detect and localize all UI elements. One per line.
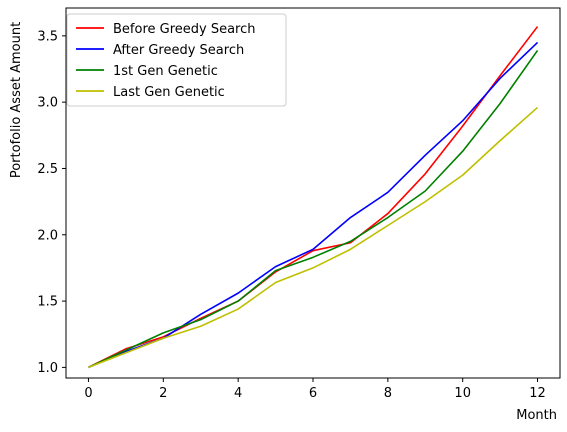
legend-entry-2: After Greedy Search xyxy=(113,43,244,58)
series-line-3 xyxy=(88,49,539,369)
x-tick-label: 2 xyxy=(159,386,167,401)
legend: Before Greedy Search After Greedy Search 1… xyxy=(66,13,287,107)
legend-box xyxy=(66,13,287,107)
legend-entry-1: Before Greedy Search xyxy=(113,22,256,37)
x-axis-ticks: 0 2 4 6 8 10 12 xyxy=(84,378,546,401)
y-tick-label: 3.0 xyxy=(37,96,58,111)
y-tick-label: 2.5 xyxy=(37,162,58,177)
y-axis-ticks: 1.0 1.5 2.0 2.5 3.0 3.5 xyxy=(37,29,66,376)
y-tick-label: 1.0 xyxy=(37,361,58,376)
x-tick-label: 0 xyxy=(84,386,92,401)
series-lines xyxy=(88,26,539,369)
y-tick-label: 3.5 xyxy=(37,29,58,44)
legend-entry-4: Last Gen Genetic xyxy=(113,85,225,100)
legend-entry-3: 1st Gen Genetic xyxy=(113,64,218,79)
y-tick-label: 2.0 xyxy=(37,228,58,243)
y-tick-label: 1.5 xyxy=(37,295,58,310)
series-line-1 xyxy=(88,26,539,369)
x-axis-label: Month xyxy=(516,408,557,423)
x-tick-label: 6 xyxy=(309,386,317,401)
x-tick-label: 12 xyxy=(529,386,546,401)
y-axis-label: Portofolio Asset Amount xyxy=(9,22,24,178)
x-tick-label: 4 xyxy=(234,386,242,401)
x-tick-label: 10 xyxy=(454,386,471,401)
x-tick-label: 8 xyxy=(384,386,392,401)
series-line-4 xyxy=(88,106,539,369)
